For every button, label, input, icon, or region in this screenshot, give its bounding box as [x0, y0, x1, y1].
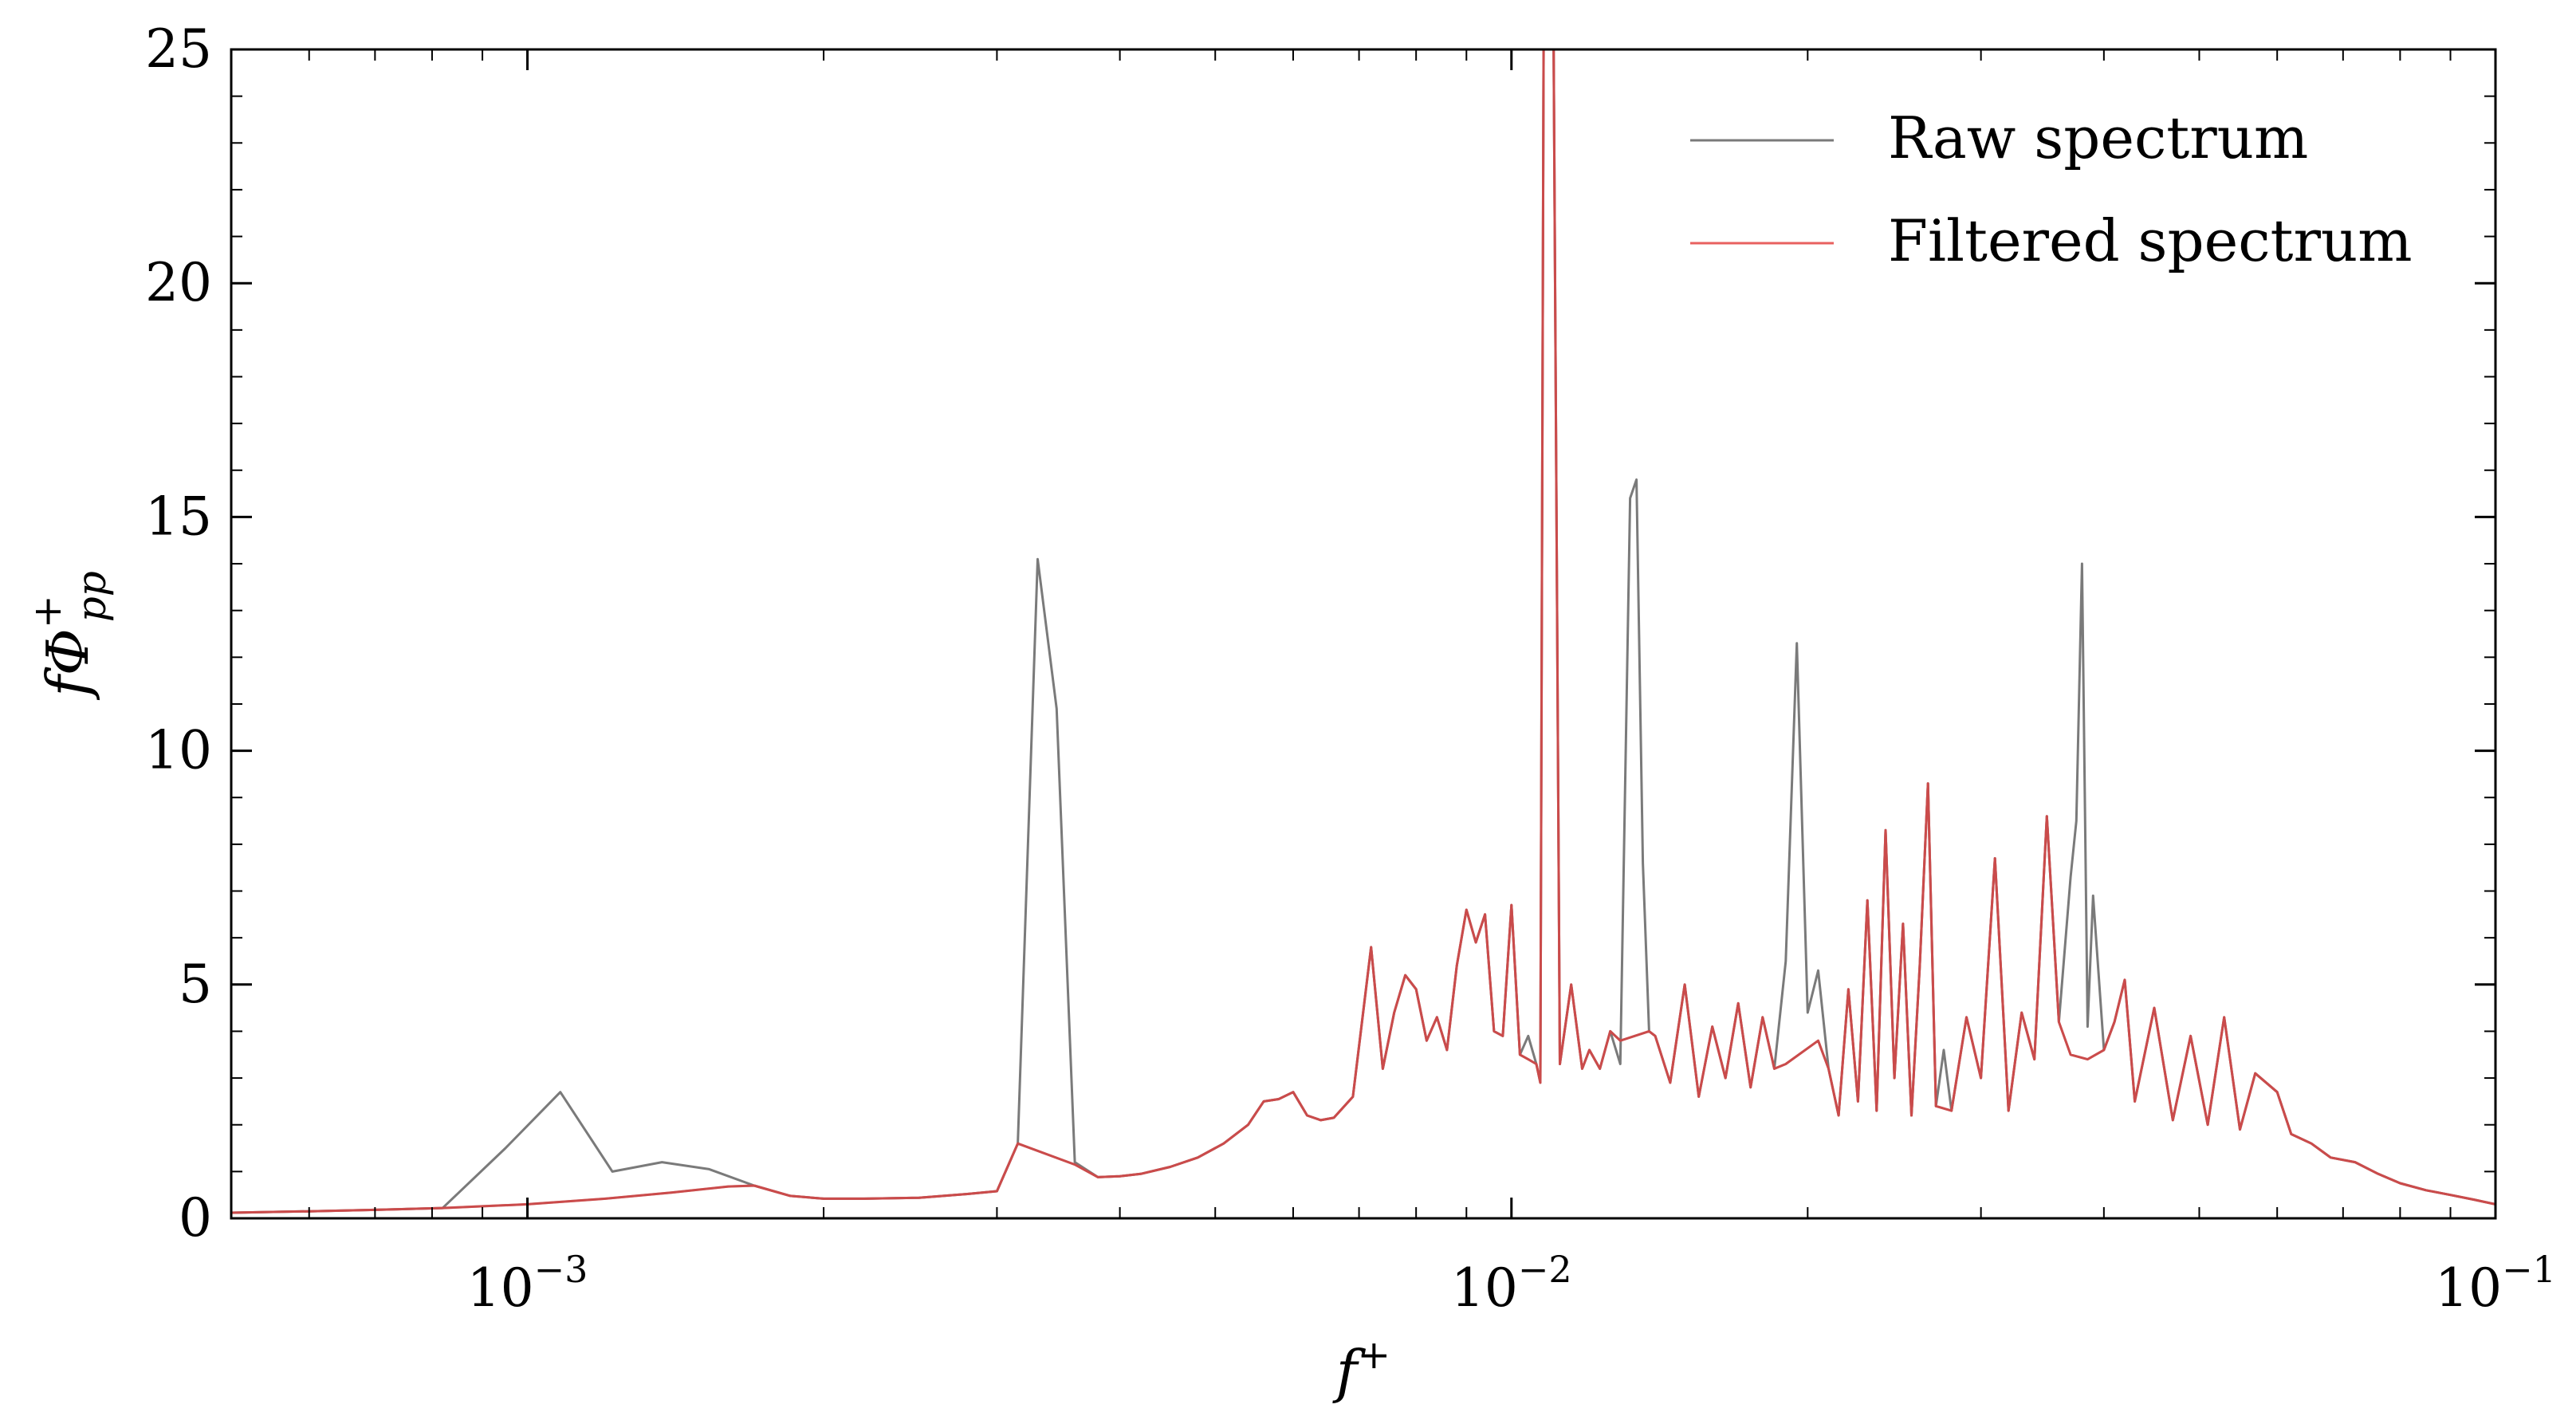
ticks-layer: 0 5 10 15 20 25 10−3 10−2 10−1 — [145, 18, 2556, 1319]
y-axis-label: fΦ+pp — [24, 571, 115, 701]
y-tick-label: 5 — [179, 954, 212, 1015]
series-layer — [231, 49, 2495, 1214]
y-tick-label: 15 — [145, 486, 212, 547]
y-tick-label: 10 — [145, 720, 212, 781]
legend: Raw spectrum Filtered spectrum — [1690, 104, 2413, 274]
y-axis-label-sub: pp — [69, 571, 115, 622]
x-tick-label: 10−2 — [1451, 1248, 1572, 1319]
y-tick-label: 20 — [145, 252, 212, 313]
y-tick-label: 0 — [179, 1187, 212, 1249]
legend-label-filtered: Filtered spectrum — [1888, 207, 2413, 274]
y-axis-label-sup: + — [24, 595, 70, 628]
x-tick-label: 10−3 — [467, 1248, 588, 1319]
plot-frame — [230, 48, 2497, 1220]
legend-label-raw: Raw spectrum — [1888, 104, 2308, 171]
x-tick-label: 10−1 — [2435, 1248, 2556, 1319]
x-axis-label-sup: + — [1357, 1332, 1390, 1378]
series-line-overlap — [231, 49, 2495, 1214]
y-axis-label-base: fΦ — [34, 628, 101, 701]
y-tick-label: 25 — [145, 18, 212, 80]
